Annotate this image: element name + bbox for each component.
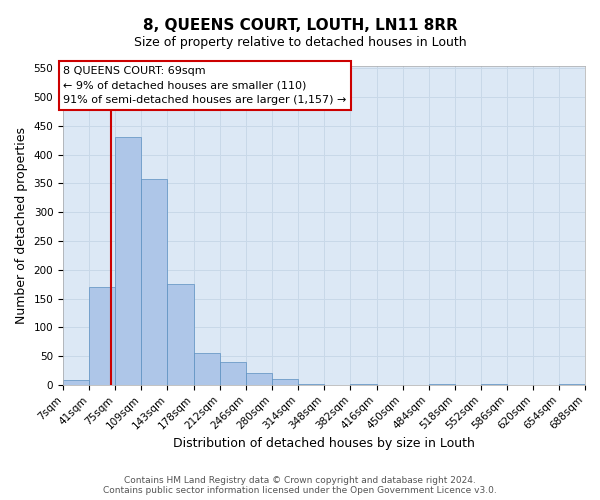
Y-axis label: Number of detached properties: Number of detached properties <box>15 126 28 324</box>
Text: 8, QUEENS COURT, LOUTH, LN11 8RR: 8, QUEENS COURT, LOUTH, LN11 8RR <box>143 18 457 32</box>
Bar <box>89 287 115 385</box>
Bar <box>272 379 298 385</box>
Bar <box>115 138 141 385</box>
Bar <box>220 362 246 385</box>
Bar <box>141 179 167 385</box>
Text: 8 QUEENS COURT: 69sqm
← 9% of detached houses are smaller (110)
91% of semi-deta: 8 QUEENS COURT: 69sqm ← 9% of detached h… <box>63 66 346 105</box>
Bar <box>167 284 194 385</box>
Text: Size of property relative to detached houses in Louth: Size of property relative to detached ho… <box>134 36 466 49</box>
Bar <box>194 353 220 385</box>
Bar <box>559 384 585 385</box>
Bar <box>246 374 272 385</box>
Bar <box>63 380 89 385</box>
Bar <box>298 384 325 385</box>
Bar <box>350 384 377 385</box>
X-axis label: Distribution of detached houses by size in Louth: Distribution of detached houses by size … <box>173 437 475 450</box>
Text: Contains public sector information licensed under the Open Government Licence v3: Contains public sector information licen… <box>103 486 497 495</box>
Bar <box>481 384 507 385</box>
Text: Contains HM Land Registry data © Crown copyright and database right 2024.: Contains HM Land Registry data © Crown c… <box>124 476 476 485</box>
Bar <box>428 384 455 385</box>
